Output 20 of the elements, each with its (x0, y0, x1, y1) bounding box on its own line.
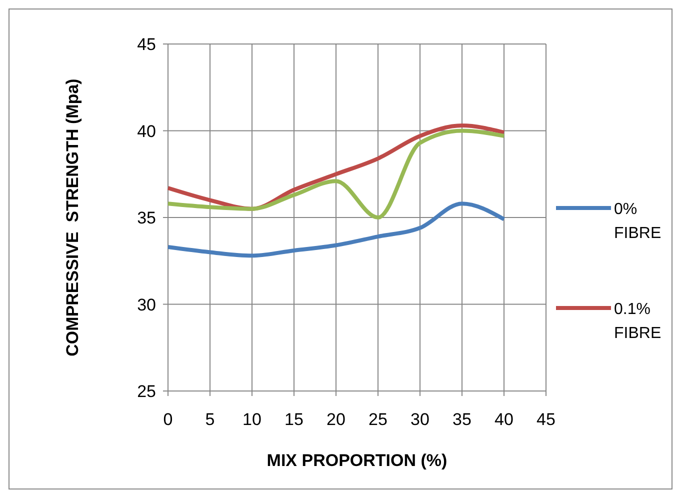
x-tick-label: 30 (410, 410, 430, 429)
y-tick-label: 40 (137, 122, 156, 141)
x-tick-label: 5 (205, 410, 215, 429)
legend-label: 0.1% FIBRE (614, 301, 662, 342)
x-tick-label: 10 (242, 410, 262, 429)
x-tick-label: 35 (452, 410, 472, 429)
y-axis-title: COMPRESSIVE STRENGTH (Mpa) (63, 78, 82, 356)
y-tick-label: 45 (137, 35, 156, 54)
line-series (166, 202, 506, 258)
legend-label: 0% FIBRE (614, 201, 662, 242)
x-tick-label: 45 (536, 410, 556, 429)
y-tick-label: 35 (137, 208, 156, 228)
x-tick-label: 40 (494, 410, 514, 429)
x-tick-label: 20 (326, 410, 346, 429)
x-tick-label: 0 (163, 410, 173, 429)
y-tick-label: 25 (137, 382, 156, 401)
x-tick-label: 15 (284, 410, 304, 429)
y-tick-label: 30 (137, 295, 156, 314)
x-tick-label: 25 (368, 410, 388, 429)
x-axis-title: MIX PROPORTION (%) (266, 451, 448, 470)
